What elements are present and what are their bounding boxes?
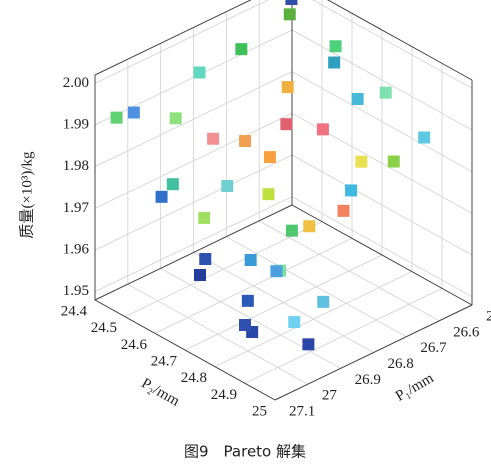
z-tick-label: 1.96 (63, 241, 90, 257)
z-tick-label: 1.98 (63, 158, 89, 174)
x-tick-label: 26.5 (486, 308, 491, 324)
y-tick-label: 24.6 (121, 337, 148, 353)
grid-line (94, 29, 473, 131)
y-axis-label: P₂/mm (138, 375, 182, 410)
z-tick-label: 1.97 (63, 200, 90, 216)
y-tick-label: 24.7 (151, 353, 178, 369)
data-point (329, 40, 342, 53)
data-point (317, 295, 330, 308)
grid-line (244, 63, 443, 384)
data-point (288, 316, 301, 329)
caption: 图9 Pareto 解集 (184, 443, 306, 461)
y-tick-label: 24.4 (61, 303, 88, 319)
box-edge (94, 299, 276, 401)
data-point (127, 106, 140, 119)
data-point (207, 132, 220, 145)
x-tick-label: 26.9 (355, 372, 381, 388)
data-point (235, 43, 248, 56)
data-point (244, 254, 257, 266)
data-point (166, 178, 179, 191)
x-axis-label: P₁/mm (393, 370, 437, 405)
data-point (302, 338, 315, 351)
box-edge (274, 304, 473, 401)
data-point (418, 131, 431, 144)
grid-line (94, 196, 473, 298)
data-point (345, 184, 358, 197)
x-tick-label: 26.7 (420, 340, 447, 356)
data-point (155, 190, 168, 203)
z-tick-label: 1.99 (63, 116, 89, 132)
data-point (387, 155, 400, 168)
data-point (283, 8, 296, 21)
y-tick-label: 24.5 (91, 320, 117, 336)
data-point (280, 118, 293, 131)
data-point (198, 211, 211, 224)
data-point (239, 135, 252, 147)
x-tick-label: 26.8 (388, 356, 414, 372)
data-point (263, 151, 276, 164)
box-edge (326, 0, 473, 81)
data-point (221, 180, 234, 192)
data-point (379, 86, 392, 99)
z-tick-label: 1.95 (63, 283, 89, 299)
data-point (193, 66, 206, 79)
box-edge (94, 204, 293, 301)
data-point (110, 111, 123, 124)
grid-line (94, 0, 473, 89)
data-point (351, 93, 364, 105)
data-point (281, 81, 294, 94)
data-point (239, 319, 251, 331)
z-tick-label: 2.00 (63, 75, 89, 91)
data-point (328, 56, 341, 69)
box-edge (94, 0, 252, 76)
data-point (194, 269, 206, 281)
data-point (241, 294, 254, 307)
data-point (355, 155, 368, 168)
data-point (285, 224, 298, 237)
y-tick-label: 25 (252, 403, 267, 419)
x-tick-label: 27.1 (289, 403, 315, 419)
y-tick-label: 24.9 (211, 387, 237, 403)
box-edge (291, 204, 473, 306)
data-point (199, 253, 212, 265)
data-point (337, 204, 350, 217)
y-tick-label: 24.8 (181, 370, 207, 386)
x-tick-label: 26.6 (453, 324, 480, 340)
data-point (316, 123, 329, 136)
x-tick-label: 27 (322, 388, 338, 404)
data-point (262, 188, 275, 201)
data-point (303, 220, 316, 233)
data-point (270, 265, 283, 278)
data-point (169, 112, 182, 125)
z-axis-label: 质量(×10³)/kg (18, 151, 35, 239)
data-point (285, 0, 298, 5)
